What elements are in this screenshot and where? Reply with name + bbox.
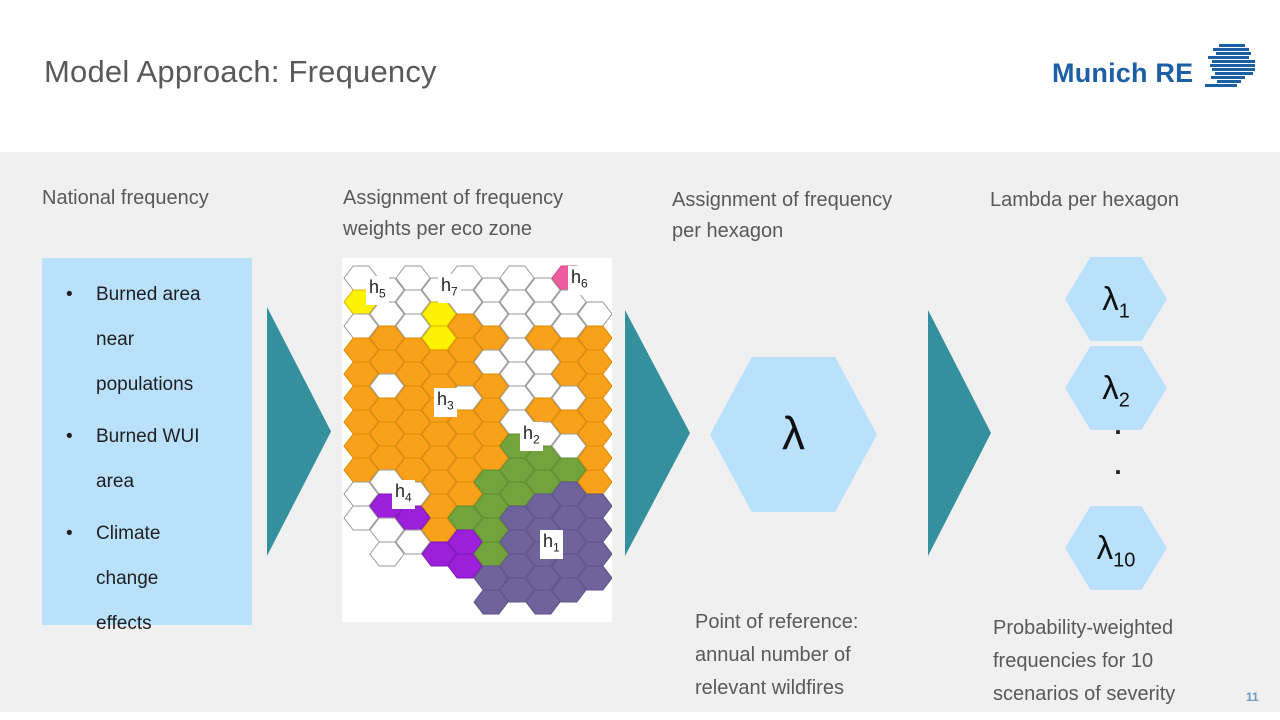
eco-zone-hexmap: h5 h7 h6 h3 h2 h4 h1	[342, 258, 612, 622]
lambda-symbol: λ	[782, 406, 805, 459]
hexmap-grid	[343, 265, 612, 615]
bullet-icon: •	[66, 523, 73, 544]
frequency-drivers-box: • Burned area near populations • Burned …	[42, 258, 252, 634]
flow-arrow	[267, 307, 331, 556]
zone-label-h5: h5	[366, 276, 389, 305]
heading-frequency-per-hexagon: Assignment of frequency per hexagon	[672, 189, 893, 242]
lambda-hexagon: λ	[710, 357, 877, 512]
zone-label-h1: h1	[540, 530, 563, 559]
list-item: • Burned area near populations	[66, 272, 252, 407]
page-number: 11	[1246, 690, 1259, 704]
caption-probability-weighted: Probability-weighted frequencies for 10 …	[993, 617, 1176, 705]
slide-title: Model Approach: Frequency	[44, 54, 437, 89]
content-band: National frequency Assignment of frequen…	[0, 152, 1280, 712]
munich-re-logo: Munich RE	[1052, 44, 1256, 90]
bullet-text: Burned WUI area	[96, 426, 200, 492]
globe-stripes-icon	[1205, 44, 1256, 87]
title-band: Model Approach: Frequency Munich RE	[0, 0, 1280, 152]
flow-arrow	[928, 310, 991, 556]
lambda-10-label: λ10	[1096, 529, 1136, 572]
list-item: • Climate change effects	[66, 511, 252, 646]
caption-point-of-reference: Point of reference: annual number of rel…	[695, 611, 859, 699]
lambda-2-label: λ2	[1102, 369, 1130, 412]
zone-label-h4: h4	[392, 480, 415, 509]
logo-text: Munich RE	[1052, 57, 1194, 88]
bullet-icon: •	[66, 426, 73, 447]
heading-national-frequency: National frequency	[42, 187, 209, 209]
zone-label-h2: h2	[520, 422, 543, 451]
zone-label-h3: h3	[434, 388, 457, 417]
heading-lambda-per-hexagon: Lambda per hexagon	[990, 189, 1180, 211]
bullet-text: Climate change effects	[96, 523, 161, 634]
flow-arrow	[625, 310, 690, 556]
bullet-text: Burned area near populations	[96, 284, 201, 395]
lambda-10-hexagon: λ10	[1065, 506, 1167, 590]
lambda-1-hexagon: λ1	[1065, 257, 1167, 341]
lambda-2-hexagon: λ2	[1065, 346, 1167, 430]
heading-eco-zone-weights: Assignment of frequency weights per eco …	[343, 187, 564, 240]
zone-label-h6: h6	[568, 266, 591, 295]
zone-label-h7: h7	[438, 274, 461, 303]
drivers-list: • Burned area near populations • Burned …	[42, 258, 252, 646]
bullet-icon: •	[66, 284, 73, 305]
list-item: • Burned WUI area	[66, 414, 252, 504]
ellipsis-dots: ...	[1114, 410, 1122, 520]
lambda-1-label: λ1	[1102, 280, 1130, 323]
